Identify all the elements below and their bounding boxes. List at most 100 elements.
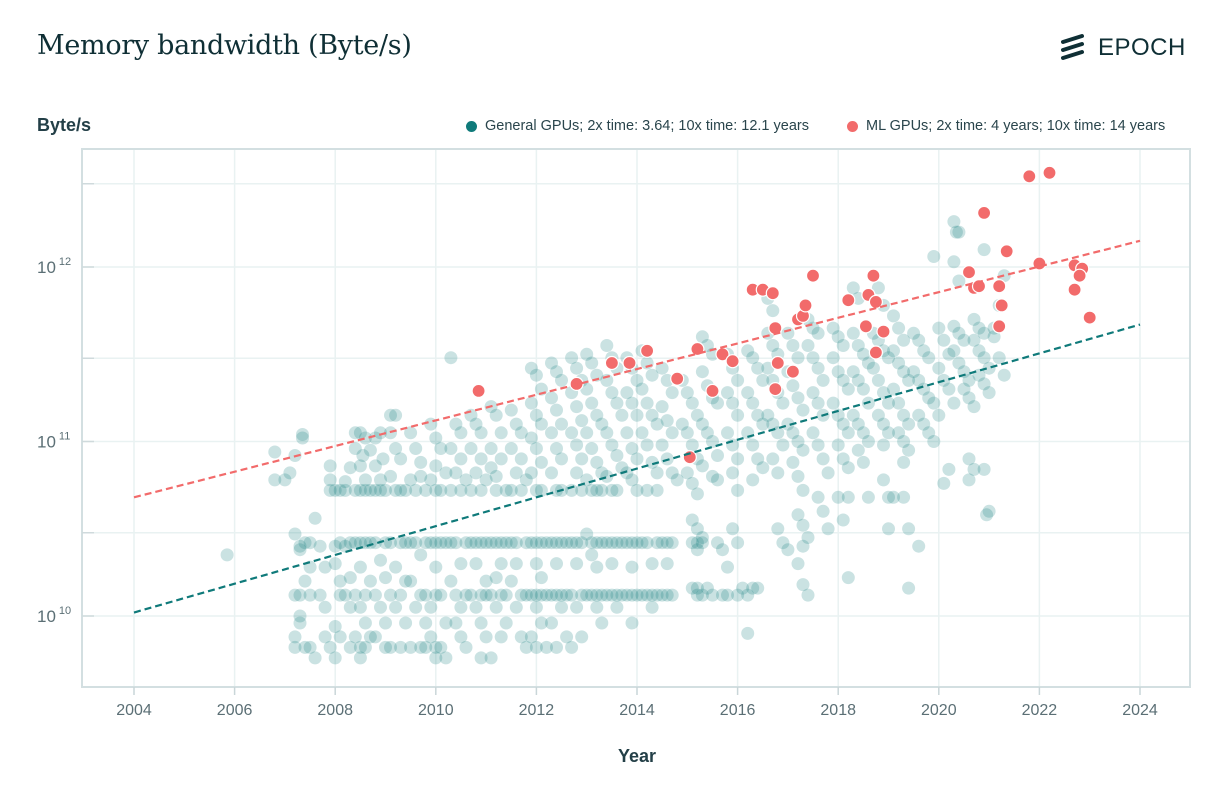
legend-item-general-gpus[interactable]: General GPUs; 2x time: 3.64; 10x time: 1…: [466, 118, 809, 134]
general-gpu-point: [434, 483, 448, 497]
general-gpu-point: [429, 483, 443, 497]
general-gpu-point: [524, 630, 538, 644]
general-gpu-point: [384, 536, 397, 550]
general-gpu-point: [600, 536, 614, 550]
general-gpu-point: [610, 536, 624, 550]
general-gpu-point: [630, 483, 644, 497]
general-gpu-point: [947, 319, 961, 333]
general-gpu-point: [404, 640, 418, 654]
general-gpu-point: [645, 557, 659, 571]
general-gpu-point: [545, 466, 558, 480]
general-gpu-point: [871, 408, 885, 422]
ml-gpu-point: [992, 319, 1007, 334]
general-gpu-point: [595, 588, 609, 602]
general-gpu-point: [716, 588, 729, 602]
general-gpu-point: [293, 616, 307, 630]
general-gpu-point: [796, 539, 810, 553]
general-gpu-point: [338, 483, 352, 497]
general-gpu-point: [675, 417, 689, 431]
general-gpu-point: [585, 356, 599, 370]
general-gpu-point: [887, 309, 900, 323]
epoch-logo[interactable]: EPOCH: [1058, 33, 1186, 63]
general-gpu-point: [469, 417, 483, 431]
general-gpu-point: [856, 382, 870, 396]
general-gpu-point: [348, 588, 362, 602]
general-gpu-point: [570, 400, 584, 414]
general-gpu-point: [439, 651, 453, 665]
general-gpu-point: [489, 536, 503, 550]
general-gpu-point: [409, 600, 423, 614]
general-gpu-point: [323, 473, 337, 487]
general-gpu-point: [524, 361, 538, 375]
general-gpu-point: [363, 443, 377, 457]
general-gpu-point: [726, 522, 740, 536]
general-gpu-point: [444, 536, 458, 550]
general-gpu-point: [610, 483, 624, 497]
general-gpu-point: [947, 255, 961, 269]
general-gpu-point: [831, 330, 845, 344]
general-gpu-point: [590, 560, 604, 574]
legend-label-ml: ML GPUs; 2x time: 4 years; 10x time: 14 …: [865, 118, 1166, 134]
ml-gpu-point: [868, 345, 884, 360]
general-gpu-point: [841, 382, 855, 396]
legend-dot-general: [466, 120, 477, 132]
general-gpu-point: [585, 548, 599, 562]
general-gpu-point: [882, 351, 895, 365]
general-gpu-point: [514, 483, 528, 497]
general-gpu-point: [379, 483, 392, 497]
general-gpu-point: [746, 438, 760, 452]
general-gpu-point: [685, 513, 699, 527]
general-gpu-point: [474, 651, 488, 665]
general-gpu-point: [756, 373, 770, 387]
general-gpu-point: [550, 442, 563, 455]
general-gpu-point: [268, 445, 282, 459]
general-gpu-point: [700, 426, 714, 440]
general-gpu-point: [791, 557, 805, 571]
general-gpu-point: [856, 347, 870, 361]
general-gpu-point: [949, 225, 963, 239]
trend-line-general-gpus: [133, 323, 1141, 614]
general-gpu-point: [957, 333, 971, 347]
general-gpu-point: [947, 215, 961, 229]
general-gpu-point: [620, 386, 634, 400]
general-gpu-point: [524, 396, 538, 410]
general-gpu-point: [821, 466, 835, 480]
x-axis-label: Year: [617, 746, 657, 766]
general-gpu-point: [972, 344, 986, 358]
x-tick-label: 2008: [317, 702, 353, 719]
general-gpu-point: [293, 609, 307, 623]
general-gpu-point: [293, 588, 307, 602]
axes: [81, 148, 1191, 695]
general-gpu-point: [690, 581, 704, 595]
general-gpu-point: [650, 466, 664, 480]
general-gpu-point: [625, 442, 639, 455]
grid: [82, 149, 1190, 687]
ml-gpu-point: [961, 265, 977, 280]
general-gpu-point: [529, 536, 543, 550]
general-gpu-point: [806, 351, 820, 365]
general-gpu-point: [695, 417, 709, 431]
general-gpu-point: [741, 588, 755, 602]
general-gpu-point: [831, 365, 845, 379]
general-gpu-point: [726, 396, 740, 410]
legend-item-ml-gpus[interactable]: ML GPUs; 2x time: 4 years; 10x time: 14 …: [846, 118, 1166, 134]
general-gpu-point: [962, 373, 976, 387]
general-gpu-point: [731, 452, 745, 466]
x-tick-label: 2024: [1122, 702, 1158, 719]
general-gpu-point: [685, 396, 699, 410]
general-gpu-point: [927, 435, 941, 448]
general-gpu-point: [459, 536, 473, 550]
general-gpu-point: [660, 414, 674, 428]
general-gpu-point: [610, 449, 624, 462]
general-gpu-point: [711, 473, 724, 487]
general-gpu-point: [479, 630, 493, 644]
general-gpu-point: [424, 473, 438, 487]
general-gpu-point: [690, 522, 704, 536]
general-gpu-point: [494, 426, 508, 440]
general-gpu-point: [540, 640, 553, 654]
general-gpu-point: [620, 426, 634, 440]
general-gpu-point: [399, 536, 413, 550]
general-gpu-point: [952, 274, 966, 288]
general-gpu-point: [892, 356, 906, 370]
general-gpu-point: [726, 466, 740, 480]
